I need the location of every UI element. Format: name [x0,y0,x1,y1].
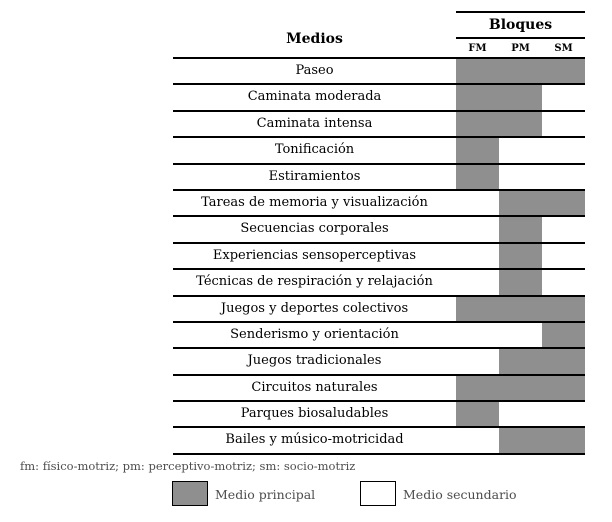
cell-pm [499,138,542,163]
table-row: Parques biosaludables [173,402,585,429]
cell-fm [456,428,499,453]
column-header-sm: SM [554,43,573,54]
row-label: Tonificación [274,142,355,158]
legend-swatch-medio-secundario [360,481,396,506]
cell-fm [456,349,499,374]
cell-pm [499,111,542,137]
cell-pm [499,322,542,348]
row-label: Caminata intensa [256,115,373,131]
legend-swatch-medio-principal [172,481,208,506]
cell-sm [542,322,585,348]
cell-sm [542,402,585,427]
table-row: Senderismo y orientación [173,322,585,350]
cell-sm [542,111,585,137]
cell-sm [542,349,585,374]
cell-fm [456,217,499,242]
cell-pm [499,402,542,427]
table-row: Juegos y deportes colectivos [173,296,585,323]
cell-fm [456,296,499,321]
cell-pm [499,164,542,189]
block-column-headers: FM PM SM [456,43,585,54]
row-label: Estiramientos [268,168,361,184]
cell-sm [542,138,585,163]
legend-label-medio-principal: Medio principal [215,487,316,502]
cell-pm [499,375,542,401]
cell-pm [499,59,542,84]
table-row: Experiencias sensoperceptivas [173,243,585,271]
cell-fm [456,190,499,216]
table-row: Secuencias corporales [173,217,585,244]
abbreviations-footnote: fm: físico-motriz; pm: perceptivo-motriz… [20,459,356,473]
cell-fm [456,243,499,269]
cell-fm [456,138,499,163]
row-label: Juegos y deportes colectivos [220,300,409,316]
cell-sm [542,296,585,321]
bloques-under-rule [456,37,585,39]
cell-sm [542,190,585,216]
table-row: Circuitos naturales [173,375,585,403]
cell-pm [499,428,542,453]
cell-sm [542,270,585,295]
cell-pm [499,243,542,269]
cell-fm [456,85,499,110]
row-label: Bailes y músico-motricidad [225,432,404,448]
row-label: Paseo [295,63,334,78]
cell-sm [542,428,585,453]
cell-sm [542,217,585,242]
legend-label-medio-secundario: Medio secundario [403,487,517,502]
row-label: Experiencias sensoperceptivas [212,247,417,263]
cell-sm [542,59,585,84]
cell-fm [456,402,499,427]
column-header-pm: PM [511,43,530,54]
cell-fm [456,270,499,295]
cell-pm [499,217,542,242]
cell-pm [499,296,542,321]
cell-pm [499,349,542,374]
table-row: Tareas de memoria y visualización [173,190,585,218]
cell-sm [542,164,585,189]
row-label: Senderismo y orientación [230,326,399,342]
table-row: Técnicas de respiración y relajación [173,270,585,297]
table-row: Paseo [173,59,585,86]
cell-pm [499,190,542,216]
row-label: Juegos tradicionales [247,353,382,369]
cell-fm [456,111,499,137]
table-row: Tonificación [173,138,585,165]
medios-column-header: Medios [286,31,343,47]
cell-pm [499,85,542,110]
table-row: Caminata intensa [173,111,585,139]
row-label: Técnicas de respiración y relajación [196,274,433,290]
column-header-fm: FM [468,43,487,54]
table-row: Juegos tradicionales [173,349,585,376]
cell-fm [456,322,499,348]
row-label: Parques biosaludables [240,406,389,422]
table-row: Caminata moderada [173,85,585,112]
bloques-top-rule [456,11,585,13]
row-label: Secuencias corporales [240,221,389,237]
row-label: Tareas de memoria y visualización [201,194,428,210]
cell-fm [456,59,499,84]
cell-sm [542,243,585,269]
row-label: Circuitos naturales [251,379,378,395]
cell-fm [456,164,499,189]
row-label: Caminata moderada [247,89,382,105]
table-row: Bailes y músico-motricidad [173,428,585,455]
bloques-group-header: Bloques [488,17,553,33]
cell-fm [456,375,499,401]
medios-bloques-table: Paseo Caminata moderada Caminata intensa To… [173,57,585,455]
cell-sm [542,375,585,401]
cell-pm [499,270,542,295]
table-row: Estiramientos [173,164,585,191]
cell-sm [542,85,585,110]
